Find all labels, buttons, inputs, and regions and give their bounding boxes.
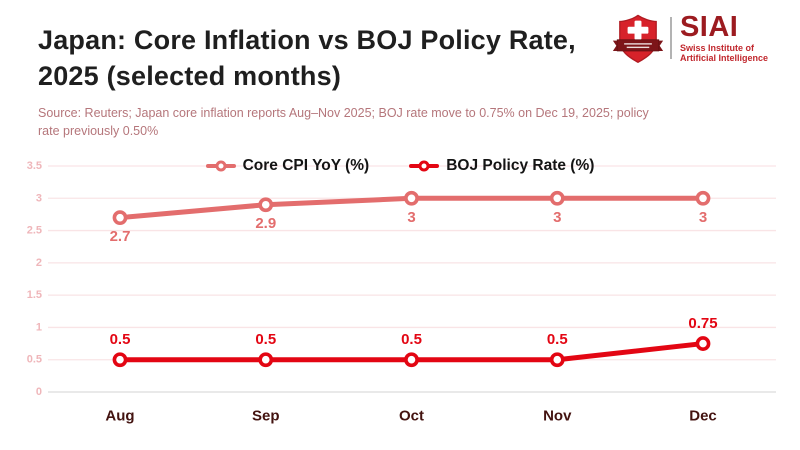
y-tick-label: 1 xyxy=(36,321,42,333)
data-label-core-cpi: 3 xyxy=(699,209,707,226)
y-tick-label: 1.5 xyxy=(27,289,42,301)
source-note-line2: rate previously 0.50% xyxy=(38,124,159,138)
data-point-core-cpi xyxy=(258,197,274,213)
logo-tagline-line1: Swiss Institute of xyxy=(679,42,754,53)
line-chart-svg: 0 0.5 1 1.5 2 2.5 3 3.5 Aug Sep Oct Nov Dec 2.7 2.9 3 3 3… xyxy=(27,160,776,425)
data-label-boj-rate: 0.5 xyxy=(547,331,568,348)
data-point-core-cpi xyxy=(404,190,419,206)
data-point-boj-rate xyxy=(258,352,274,368)
chart-legend: Core CPI YoY (%) BOJ Policy Rate (%) xyxy=(0,154,800,178)
logo-brand: SIAI xyxy=(679,10,739,43)
logo-text: SIAI Swiss Institute of Artificial Intel… xyxy=(679,10,768,64)
legend-label: BOJ Policy Rate (%) xyxy=(446,157,595,174)
data-label-core-cpi: 2.7 xyxy=(110,228,131,245)
data-label-boj-rate: 0.5 xyxy=(401,331,422,348)
x-axis-label: Oct xyxy=(399,408,424,425)
line-marker-icon xyxy=(205,160,236,172)
data-point-boj-rate xyxy=(695,336,711,351)
y-tick-label: 3 xyxy=(36,192,42,204)
logo-tagline: Swiss Institute of Artificial Intelligen… xyxy=(680,43,768,64)
y-tick-label: 2.5 xyxy=(27,225,42,237)
y-tick-label: 0 xyxy=(36,386,42,398)
data-point-boj-rate xyxy=(549,352,565,368)
data-point-boj-rate xyxy=(404,352,419,368)
chart-area: 0 0.5 1 1.5 2 2.5 3 3.5 Aug Sep Oct Nov Dec 2.7 2.9 3 3 3… xyxy=(0,150,800,450)
page-title-line2: 2025 (selected months) xyxy=(38,61,342,91)
data-point-core-cpi xyxy=(112,210,128,226)
page-title: Japan: Core Inflation vs BOJ Policy Rate… xyxy=(38,22,638,94)
x-axis-label: Nov xyxy=(543,408,572,425)
x-axis-label: Aug xyxy=(105,408,134,425)
legend-label: Core CPI YoY (%) xyxy=(242,157,370,174)
source-note-line1: Source: Reuters; Japan core inflation re… xyxy=(38,106,649,120)
line-marker-icon xyxy=(409,160,440,172)
y-tick-label: 0.5 xyxy=(27,354,42,366)
data-label-core-cpi: 2.9 xyxy=(255,215,276,232)
source-note: Source: Reuters; Japan core inflation re… xyxy=(38,104,658,140)
data-label-boj-rate: 0.5 xyxy=(255,331,276,348)
data-label-boj-rate: 0.75 xyxy=(688,315,717,332)
data-label-core-cpi: 3 xyxy=(407,209,415,226)
x-axis-label: Dec xyxy=(689,408,717,425)
swiss-shield-icon xyxy=(612,14,664,64)
x-axis-label: Sep xyxy=(252,408,280,425)
legend-item-core-cpi: Core CPI YoY (%) xyxy=(205,157,370,175)
page-title-line1: Japan: Core Inflation vs BOJ Policy Rate… xyxy=(38,25,576,55)
legend-item-boj-rate: BOJ Policy Rate (%) xyxy=(409,157,594,175)
y-tick-label: 3.5 xyxy=(27,160,42,172)
siai-logo: SIAI Swiss Institute of Artificial Intel… xyxy=(612,12,768,64)
data-point-boj-rate xyxy=(112,352,128,368)
data-point-core-cpi xyxy=(695,190,711,206)
logo-tagline-line2: Artificial Intelligence xyxy=(679,53,768,63)
data-label-core-cpi: 3 xyxy=(553,209,561,226)
y-tick-label: 2 xyxy=(36,257,42,269)
data-point-core-cpi xyxy=(549,190,565,206)
logo-divider xyxy=(669,17,672,59)
data-label-boj-rate: 0.5 xyxy=(110,331,131,348)
